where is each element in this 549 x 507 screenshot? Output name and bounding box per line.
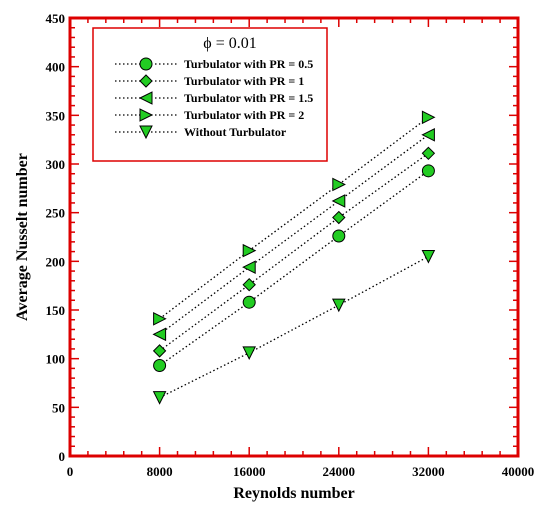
series-5 xyxy=(152,249,436,405)
x-tick-label: 32000 xyxy=(412,464,445,479)
x-tick-label: 24000 xyxy=(323,464,356,479)
data-point xyxy=(421,127,435,142)
series-line xyxy=(159,134,429,335)
legend-marker xyxy=(139,108,154,122)
data-point xyxy=(331,298,346,313)
data-point xyxy=(421,164,435,178)
legend-item: Turbulator with PR = 1.5 xyxy=(115,91,313,105)
series-line xyxy=(159,170,429,367)
y-tick-label: 50 xyxy=(52,400,65,415)
series-1 xyxy=(153,164,435,372)
data-point xyxy=(332,177,346,192)
y-tick-label: 250 xyxy=(46,206,66,221)
x-tick-label: 40000 xyxy=(502,464,535,479)
x-tick-label: 16000 xyxy=(233,464,266,479)
data-point xyxy=(153,358,167,372)
x-tick-label: 8000 xyxy=(147,464,173,479)
x-axis-title: Reynolds number xyxy=(233,485,354,502)
series-layer xyxy=(152,110,436,405)
data-point xyxy=(242,346,257,360)
y-tick-label: 300 xyxy=(46,157,66,172)
legend-label: Turbulator with PR = 2 xyxy=(184,108,304,122)
legend-label: Turbulator with PR = 1 xyxy=(184,74,304,88)
y-tick-label: 100 xyxy=(46,352,66,367)
y-tick-label: 0 xyxy=(59,449,66,464)
data-point xyxy=(152,391,167,405)
x-tick-label: 0 xyxy=(67,464,74,479)
series-4 xyxy=(153,110,436,326)
y-axis-title: Average Nusselt number xyxy=(14,153,31,321)
data-point xyxy=(242,295,256,309)
data-point xyxy=(242,243,257,258)
legend-items: Turbulator with PR = 0.5 Turbulator with … xyxy=(115,57,313,140)
legend-title: ϕ = 0.01 xyxy=(203,35,256,52)
data-point xyxy=(153,311,167,326)
legend-item: Without Turbulator xyxy=(115,125,287,140)
data-point xyxy=(332,210,346,225)
data-point xyxy=(332,229,346,243)
data-point xyxy=(152,327,167,342)
legend-marker xyxy=(139,74,153,88)
y-tick-label: 350 xyxy=(46,108,66,123)
data-point xyxy=(242,277,256,292)
series-2 xyxy=(152,146,436,358)
legend-label: Turbulator with PR = 0.5 xyxy=(184,57,313,71)
data-point xyxy=(421,146,436,161)
series-line xyxy=(159,255,429,399)
legend-marker xyxy=(138,91,153,105)
legend: ϕ = 0.01 Turbulator with PR = 0.5Turbula… xyxy=(92,27,328,162)
legend-box xyxy=(92,27,328,162)
legend-marker xyxy=(139,57,153,71)
data-point xyxy=(152,344,167,358)
y-tick-label: 200 xyxy=(46,254,66,269)
data-point xyxy=(331,194,346,208)
y-tick-label: 150 xyxy=(46,303,66,318)
legend-item: Turbulator with PR = 0.5 xyxy=(115,57,313,71)
plot-frame xyxy=(68,16,520,458)
ticks-layer: 0 8000 16000 24000 32000 40000 0 50 100 150 200 250… xyxy=(46,11,535,479)
legend-marker xyxy=(139,125,153,140)
series-3 xyxy=(152,127,435,342)
legend-item: Turbulator with PR = 1 xyxy=(115,74,304,88)
legend-item: Turbulator with PR = 2 xyxy=(115,108,304,122)
y-tick-label: 400 xyxy=(46,60,66,75)
data-point xyxy=(421,249,436,264)
data-point xyxy=(421,110,436,125)
series-line xyxy=(159,152,429,352)
legend-label: Turbulator with PR = 1.5 xyxy=(184,91,313,105)
y-tick-label: 450 xyxy=(46,11,66,26)
data-point xyxy=(242,260,256,274)
series-line xyxy=(159,116,429,320)
legend-label: Without Turbulator xyxy=(184,125,287,139)
